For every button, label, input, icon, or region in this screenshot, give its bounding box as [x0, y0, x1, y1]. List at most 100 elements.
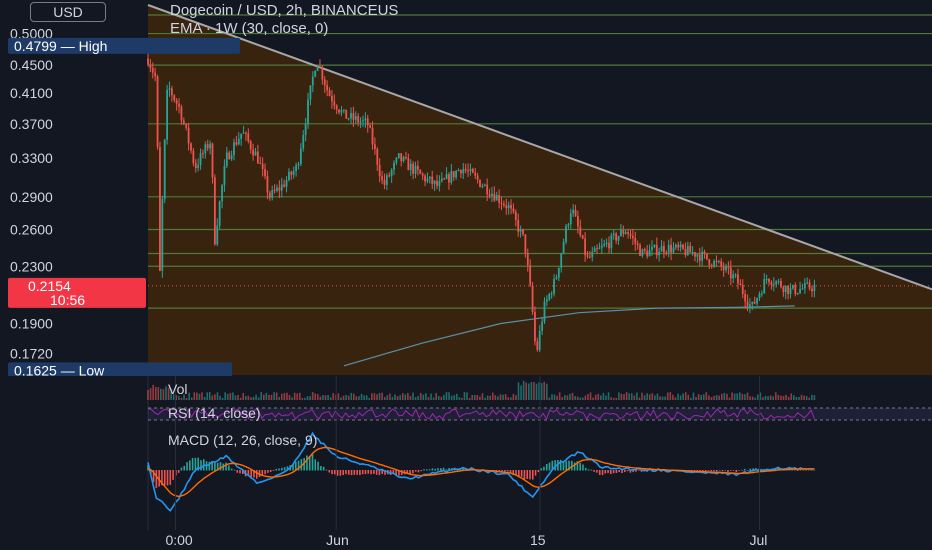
- candle: [304, 123, 307, 136]
- macd-hist-bar: [626, 470, 629, 472]
- macd-hist-bar: [649, 469, 651, 471]
- macd-hist-bar: [582, 464, 584, 471]
- macd-hist-bar: [322, 466, 325, 471]
- macd-hist-bar: [540, 468, 542, 471]
- candle: [732, 274, 735, 279]
- volume-bar: [584, 395, 587, 400]
- volume-bar: [620, 393, 623, 400]
- macd-hist-bar: [598, 470, 601, 475]
- macd-hist-bar: [328, 470, 331, 473]
- macd-hist-bar: [194, 457, 197, 471]
- candle: [531, 285, 534, 312]
- candle: [221, 185, 223, 202]
- candle: [562, 242, 565, 254]
- volume-bar: [625, 392, 628, 400]
- candle: [328, 90, 331, 96]
- macd-hist-bar: [746, 470, 749, 471]
- volume-bar: [782, 396, 785, 400]
- macd-hist-bar: [147, 464, 149, 471]
- candle: [316, 66, 319, 72]
- macd-hist-bar: [554, 460, 556, 471]
- candle: [280, 184, 283, 191]
- candle: [603, 244, 606, 246]
- candle: [658, 251, 661, 256]
- candle: [514, 211, 517, 220]
- volume-bar: [291, 397, 293, 400]
- candle: [376, 148, 379, 165]
- candle: [717, 261, 720, 263]
- volume-bar: [419, 392, 422, 400]
- macd-hist-bar: [294, 461, 297, 471]
- candle: [624, 232, 627, 235]
- macd-hist-bar: [197, 457, 199, 471]
- volume-bar: [432, 397, 435, 400]
- candle: [694, 252, 696, 257]
- volume-bar: [206, 392, 208, 400]
- macd-hist-bar: [189, 460, 191, 471]
- volume-bar: [551, 394, 553, 400]
- volume-bar: [484, 397, 486, 400]
- volume-bar: [299, 392, 301, 400]
- volume-bar: [234, 395, 237, 400]
- volume-bar: [455, 393, 458, 400]
- candle: [285, 180, 288, 187]
- x-tick-label: 15: [530, 532, 546, 548]
- volume-bar: [713, 395, 715, 400]
- candle: [610, 234, 613, 249]
- candle: [522, 229, 524, 235]
- lower-panes-bg: [0, 376, 932, 550]
- candle: [727, 266, 730, 268]
- macd-hist-bar: [233, 469, 236, 471]
- candle: [787, 285, 790, 295]
- y-tick-label: 0.2300: [10, 258, 53, 274]
- volume-bar: [391, 396, 394, 400]
- volume-bar: [702, 394, 705, 400]
- macd-hist-bar: [247, 470, 250, 477]
- volume-bar: [262, 394, 265, 400]
- volume-bar: [654, 395, 656, 400]
- macd-hist-bar: [713, 470, 715, 472]
- macd-hist-bar: [610, 470, 612, 475]
- candle: [792, 285, 794, 289]
- macd-pane-label[interactable]: MACD (12, 26, close, 9): [168, 432, 318, 448]
- rsi-pane-label[interactable]: RSI (14, close): [168, 405, 261, 421]
- indicator-label[interactable]: EMA · 1W (30, close, 0): [170, 20, 329, 37]
- candle: [746, 301, 749, 307]
- macd-hist-bar: [428, 469, 431, 471]
- volume-bar: [445, 392, 448, 400]
- macd-hist-bar: [571, 460, 573, 471]
- candle: [371, 127, 374, 145]
- volume-bar: [232, 392, 234, 400]
- currency-button[interactable]: USD: [30, 2, 106, 22]
- macd-hist-bar: [155, 470, 158, 489]
- candle: [588, 256, 591, 258]
- macd-hist-bar: [515, 470, 517, 476]
- volume-bar: [178, 396, 180, 400]
- candle: [276, 187, 278, 191]
- macd-hist-bar: [253, 470, 255, 478]
- volume-pane-label[interactable]: Vol: [168, 381, 188, 397]
- candle: [194, 163, 197, 169]
- candle: [440, 178, 443, 182]
- candle: [713, 260, 715, 267]
- volume-bar: [175, 395, 178, 400]
- volume-bar: [167, 387, 170, 400]
- volume-bar: [491, 392, 494, 400]
- candle: [701, 251, 704, 261]
- volume-bar: [409, 395, 412, 400]
- candle: [512, 208, 515, 212]
- candle: [467, 170, 469, 172]
- candle: [653, 244, 656, 247]
- candle: [180, 106, 183, 121]
- volume-bar: [473, 394, 476, 400]
- macd-hist-bar: [629, 470, 632, 473]
- candle: [744, 293, 747, 302]
- volume-bar: [746, 392, 749, 400]
- volume-bar: [425, 393, 427, 400]
- chart-title: Dogecoin / USD, 2h, BINANCEUS: [170, 2, 399, 19]
- macd-hist-bar: [228, 465, 230, 471]
- volume-bar: [759, 392, 762, 400]
- candle: [409, 163, 412, 171]
- macd-hist-bar: [200, 460, 202, 471]
